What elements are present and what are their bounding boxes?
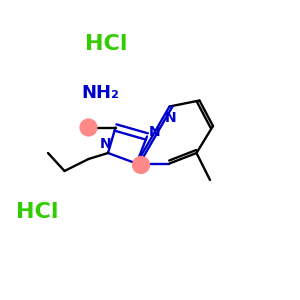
Text: N: N (149, 125, 160, 139)
Text: HCl: HCl (16, 202, 59, 221)
Circle shape (133, 157, 149, 173)
Text: N: N (165, 111, 177, 125)
Text: N: N (100, 137, 111, 151)
Circle shape (80, 119, 97, 136)
Text: HCl: HCl (85, 34, 128, 53)
Text: NH₂: NH₂ (82, 84, 119, 102)
